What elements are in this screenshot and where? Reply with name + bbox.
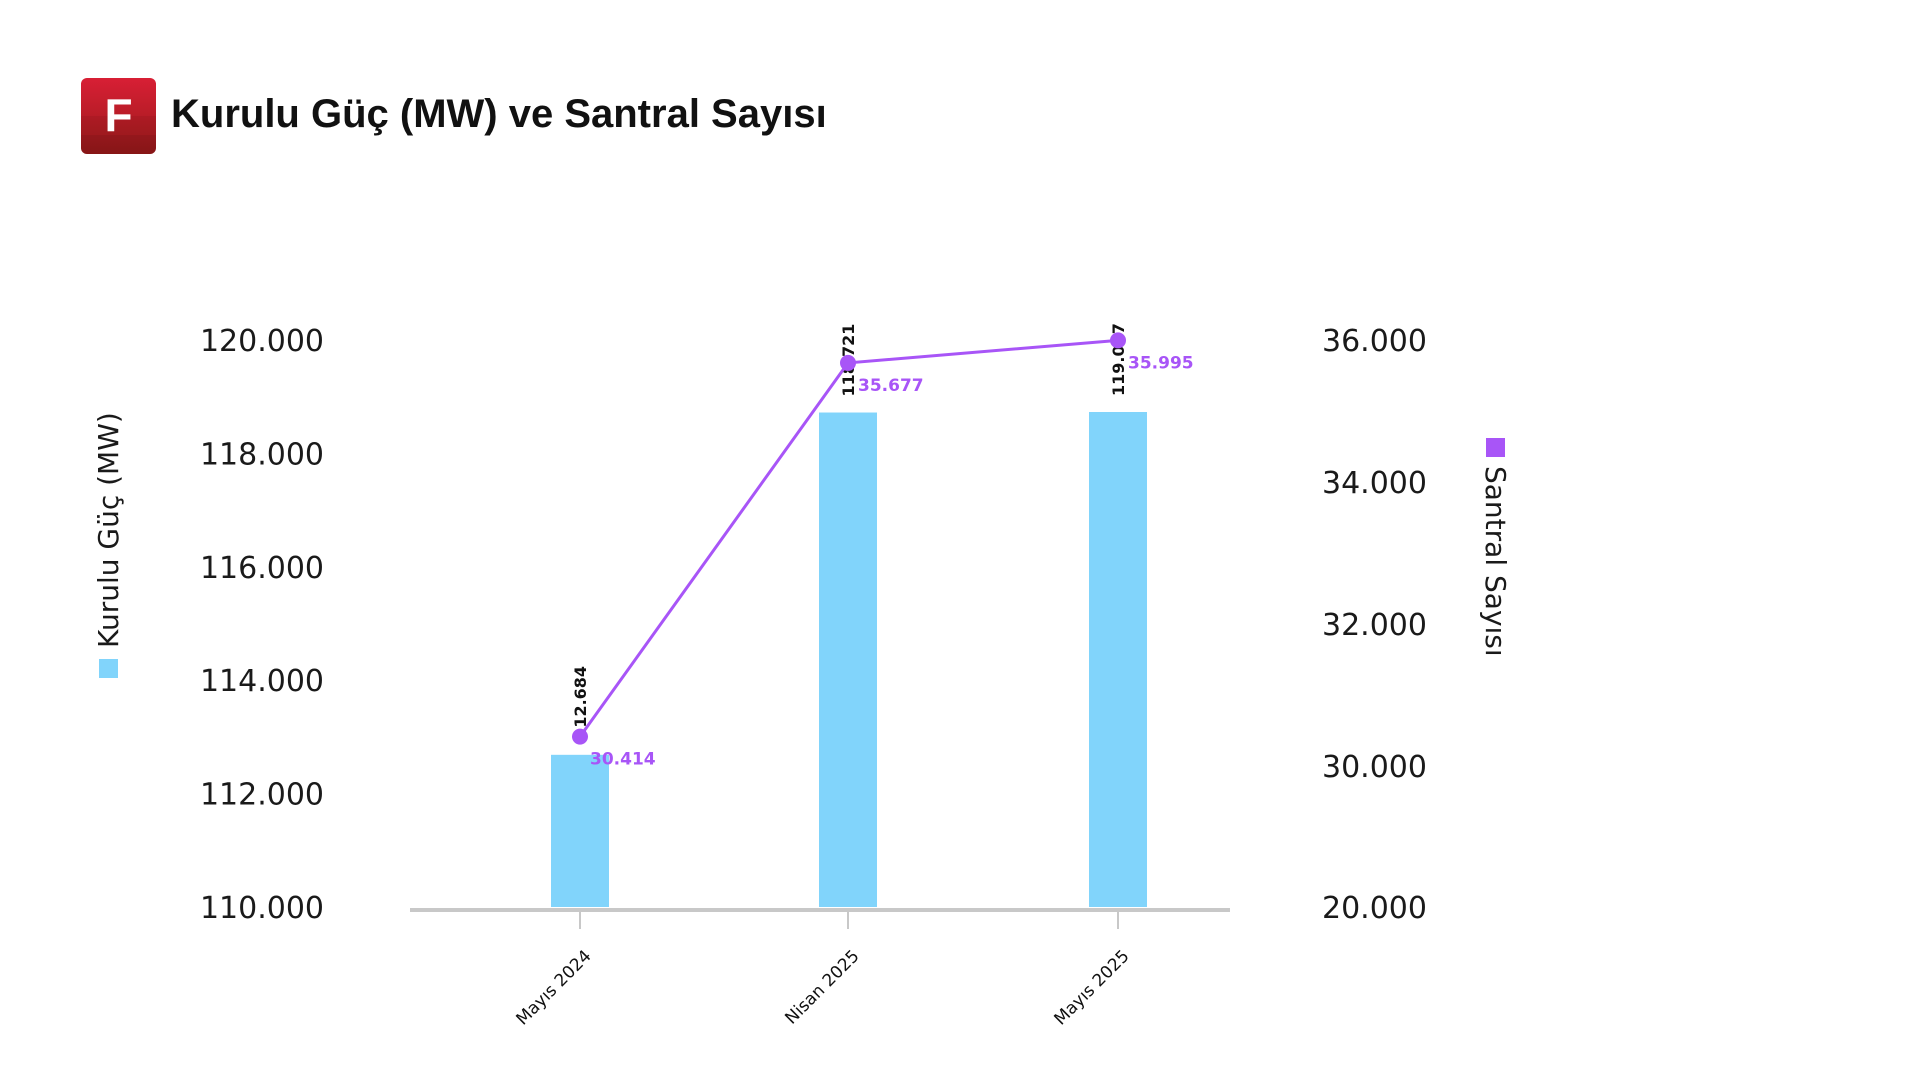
left-tick-label: 120.000 — [200, 324, 324, 359]
point-label-nisan-2025: 35.677 — [858, 376, 924, 396]
bar-nisan-2025 — [819, 412, 877, 907]
brand-logo: F — [81, 78, 156, 154]
right-tick-label: 20.000 — [1322, 891, 1427, 926]
left-tick-label: 114.000 — [200, 664, 324, 699]
category-label-nisan-2025: Nisan 2025 — [781, 946, 863, 1028]
left-tick-label: 118.000 — [200, 437, 324, 472]
point-label-mayis-2025: 35.995 — [1128, 353, 1194, 373]
point-mayis-2025 — [1110, 332, 1126, 349]
category-label-mayis-2025: Mayıs 2025 — [1051, 946, 1134, 1029]
point-nisan-2025 — [840, 354, 856, 371]
right-tick-label: 30.000 — [1322, 750, 1427, 785]
category-label-mayis-2024: Mayıs 2024 — [513, 946, 596, 1029]
left-tick-label: 112.000 — [200, 778, 324, 813]
right-tick-label: 34.000 — [1322, 466, 1427, 501]
logo-letter: F — [104, 89, 132, 141]
bar-label-mayis-2024: 112.684 — [571, 666, 590, 739]
right-tick-label: 32.000 — [1322, 608, 1427, 643]
legend-swatch-santral-sayisi — [1486, 438, 1505, 457]
page-title: Kurulu Güç (MW) ve Santral Sayısı — [171, 92, 827, 136]
right-axis-label: Santral Sayısı — [1479, 466, 1512, 657]
left-tick-label: 110.000 — [200, 891, 324, 926]
left-axis-label: Kurulu Güç (MW) — [92, 412, 125, 648]
legend-swatch-kurulu-guc — [99, 659, 118, 678]
bar-mayis-2025 — [1089, 412, 1147, 907]
left-tick-label: 116.000 — [200, 551, 324, 586]
point-label-mayis-2024: 30.414 — [590, 750, 656, 770]
right-tick-label: 36.000 — [1322, 324, 1427, 359]
bar-mayis-2024 — [551, 754, 609, 907]
point-mayis-2024 — [572, 728, 588, 745]
